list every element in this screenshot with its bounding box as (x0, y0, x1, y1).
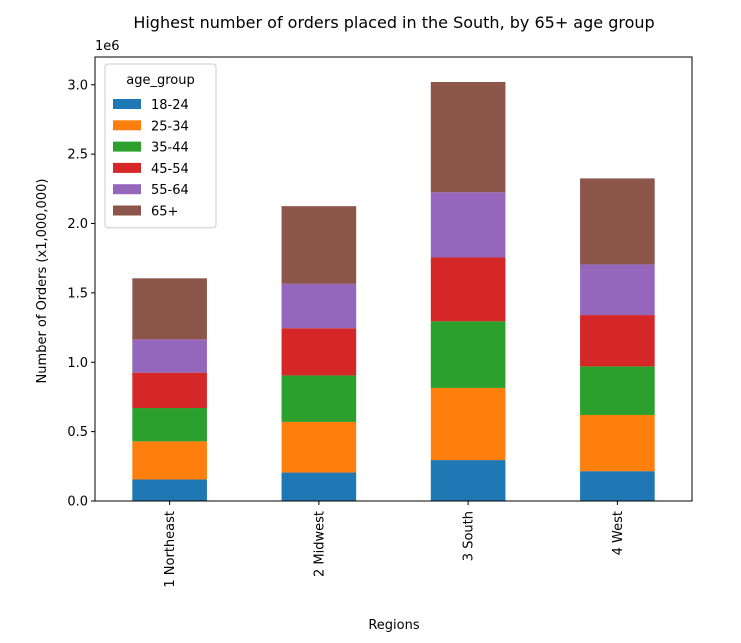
bar-2-midwest-25-34 (281, 421, 357, 473)
bar-1-northeast-25-34 (132, 441, 207, 480)
bar-2-midwest-45-54 (281, 328, 357, 376)
bar-4-west-65 (580, 178, 655, 265)
legend-swatch-65 (113, 205, 141, 216)
legend-label-55-64: 55-64 (151, 183, 189, 198)
bar-1-northeast-18-24 (132, 479, 207, 501)
x-tick-label-3-south: 3 South (462, 511, 477, 561)
plot-frame (94, 56, 693, 502)
bar-4-west-18-24 (580, 471, 655, 501)
legend: age_group 18-24 25-34 35-44 45-54 55-64 65+ (104, 63, 217, 229)
bar-3-south-65 (430, 81, 506, 193)
y-tick-label: 1.5 (67, 286, 88, 301)
legend-label-25-34: 25-34 (151, 119, 189, 134)
y-axis: 0.0 0.5 1.0 1.5 2.0 2.5 3.0 (67, 78, 95, 510)
bar-3-south-45-54 (430, 257, 506, 322)
bar-1-northeast-65 (132, 278, 207, 340)
bar-3-south-18-24 (430, 460, 506, 501)
y-tick-label: 0.0 (67, 495, 88, 510)
bar-4-west-45-54 (580, 315, 655, 367)
bar-3-south-55-64 (430, 192, 506, 258)
bar-1-northeast-55-64 (132, 339, 207, 373)
y-axis-label: Number of Orders (x1,000,000) (35, 179, 50, 384)
legend-swatch-18-24 (113, 99, 141, 109)
bar-3-south-25-34 (430, 387, 506, 461)
legend-label-35-44: 35-44 (151, 141, 189, 156)
legend-swatch-25-34 (113, 120, 141, 131)
bar-2-midwest-55-64 (281, 283, 357, 329)
legend-label-18-24: 18-24 (151, 98, 189, 113)
x-tick-label-1-northeast: 1 Northeast (163, 511, 178, 588)
bar-4-west-55-64 (580, 264, 655, 316)
bar-1-northeast-45-54 (132, 372, 207, 409)
bar-2-midwest-35-44 (281, 375, 357, 422)
legend-label-45-54: 45-54 (151, 162, 189, 177)
y-tick-label: 2.5 (67, 148, 88, 163)
y-axis-offset-text: 1e6 (95, 39, 120, 54)
bar-3-south-35-44 (430, 321, 506, 388)
legend-swatch-35-44 (113, 141, 141, 152)
x-axis: 1 Northeast 2 Midwest 3 South 4 West (163, 501, 626, 588)
bar-2-midwest-65 (281, 206, 357, 284)
y-tick-label: 1.0 (67, 356, 88, 371)
bar-1-northeast-35-44 (132, 408, 207, 442)
legend-swatch-55-64 (113, 184, 141, 195)
x-tick-label-2-midwest: 2 Midwest (312, 511, 327, 577)
chart-title: Highest number of orders placed in the S… (133, 13, 654, 32)
bar-2-midwest-18-24 (281, 472, 357, 501)
legend-label-65: 65+ (151, 205, 178, 220)
y-tick-label: 3.0 (67, 78, 88, 93)
x-tick-label-4-west: 4 West (611, 511, 626, 555)
bars-group (132, 81, 655, 501)
legend-swatch-45-54 (113, 162, 141, 173)
legend-title: age_group (126, 73, 194, 88)
y-tick-label: 2.0 (67, 217, 88, 232)
bar-4-west-25-34 (580, 414, 655, 472)
bar-4-west-35-44 (580, 366, 655, 415)
y-tick-label: 0.5 (67, 425, 88, 440)
x-axis-label: Regions (368, 618, 420, 633)
